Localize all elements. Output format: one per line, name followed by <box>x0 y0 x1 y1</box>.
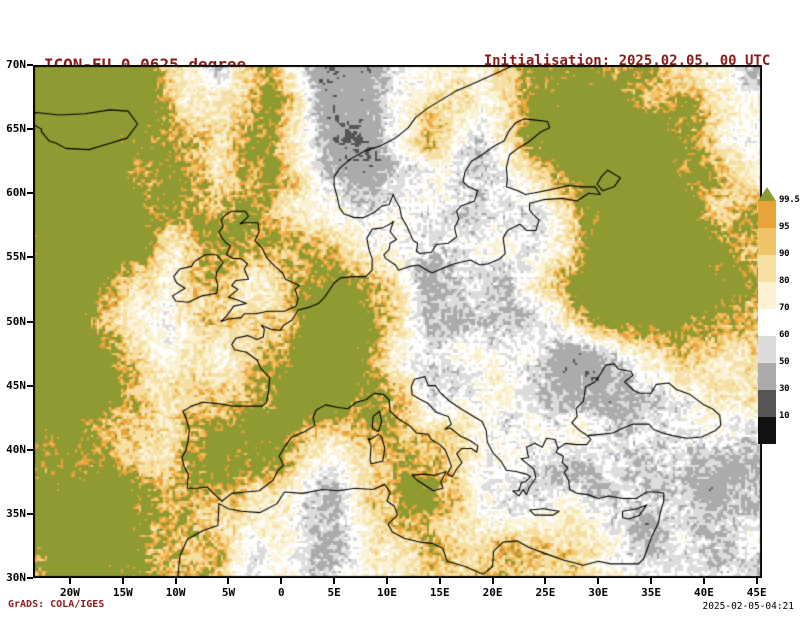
creation-timestamp: 2025-02-05-04:21 <box>702 601 794 612</box>
lon-tick-label: 15W <box>112 586 133 599</box>
lon-tick <box>68 578 71 584</box>
lon-tick-label: 45E <box>746 586 767 599</box>
lon-tick-label: 10E <box>376 586 397 599</box>
lon-tick-label: 20W <box>60 586 80 599</box>
grads-credit: GrADS: COLA/IGES <box>8 599 105 610</box>
lat-tick <box>27 320 33 323</box>
colorbar-segment <box>758 201 776 228</box>
lat-tick-label: 70N <box>6 58 26 71</box>
lon-tick-label: 5W <box>221 586 236 599</box>
colorbar-segment <box>758 363 776 390</box>
lat-tick <box>27 128 33 131</box>
colorbar-level-label: 70 <box>779 303 790 313</box>
colorbar-level-label: 90 <box>779 249 790 259</box>
colorbar-overflow-arrow <box>758 187 776 201</box>
lon-tick-label: 15E <box>429 586 450 599</box>
colorbar-segment <box>758 228 776 255</box>
colorbar: 99.5 95 90 80 70 60 50 30 10 <box>758 187 800 444</box>
lon-tick-label: 35E <box>641 586 661 599</box>
lon-tick-label: 25E <box>535 586 556 599</box>
lon-tick <box>333 578 336 584</box>
lat-tick-label: 50N <box>6 314 26 328</box>
lon-tick <box>438 578 441 584</box>
lon-tick-label: 10W <box>165 586 186 599</box>
lat-tick <box>27 192 33 195</box>
lat-tick <box>27 256 33 259</box>
colorbar-level-label: 50 <box>779 357 790 367</box>
lat-tick <box>27 512 33 515</box>
lat-tick-label: 40N <box>6 442 26 456</box>
lon-tick <box>491 578 494 584</box>
colorbar-segment <box>758 282 776 309</box>
colorbar-level-label: 30 <box>779 384 790 394</box>
lon-tick-label: 40E <box>693 586 714 599</box>
lat-tick-label: 35N <box>6 506 26 520</box>
lon-tick-label: 30E <box>588 586 609 599</box>
lat-tick <box>27 577 33 579</box>
lon-tick <box>280 578 283 584</box>
lon-tick <box>385 578 388 584</box>
colorbar-level-label: 99.5 <box>779 195 800 205</box>
lon-tick <box>544 578 547 584</box>
lon-tick <box>121 578 124 584</box>
lon-tick <box>702 578 705 584</box>
lon-tick <box>755 578 758 584</box>
lon-tick <box>597 578 600 584</box>
lon-tick-label: 20E <box>482 586 503 599</box>
lon-tick <box>650 578 653 584</box>
lat-tick-label: 30N <box>6 571 26 584</box>
lat-tick-label: 55N <box>6 250 26 264</box>
lat-tick <box>27 64 33 66</box>
colorbar-segment <box>758 336 776 363</box>
cloud-cover-map <box>33 65 762 578</box>
colorbar-segment <box>758 417 776 444</box>
lat-tick <box>27 448 33 451</box>
lat-tick-label: 65N <box>6 122 26 136</box>
lat-tick-label: 60N <box>6 186 26 200</box>
lon-tick-label: 0 <box>277 586 285 599</box>
colorbar-level-label: 95 <box>779 222 790 232</box>
colorbar-level-label: 10 <box>779 411 790 421</box>
lon-tick <box>174 578 177 584</box>
lon-tick-label: 5E <box>327 586 341 599</box>
lon-tick <box>227 578 230 584</box>
lat-tick-label: 45N <box>6 378 26 392</box>
colorbar-level-label: 80 <box>779 276 790 286</box>
colorbar-level-label: 60 <box>779 330 790 340</box>
colorbar-segment <box>758 390 776 417</box>
lat-tick <box>27 384 33 387</box>
colorbar-segment <box>758 309 776 336</box>
colorbar-segment <box>758 255 776 282</box>
